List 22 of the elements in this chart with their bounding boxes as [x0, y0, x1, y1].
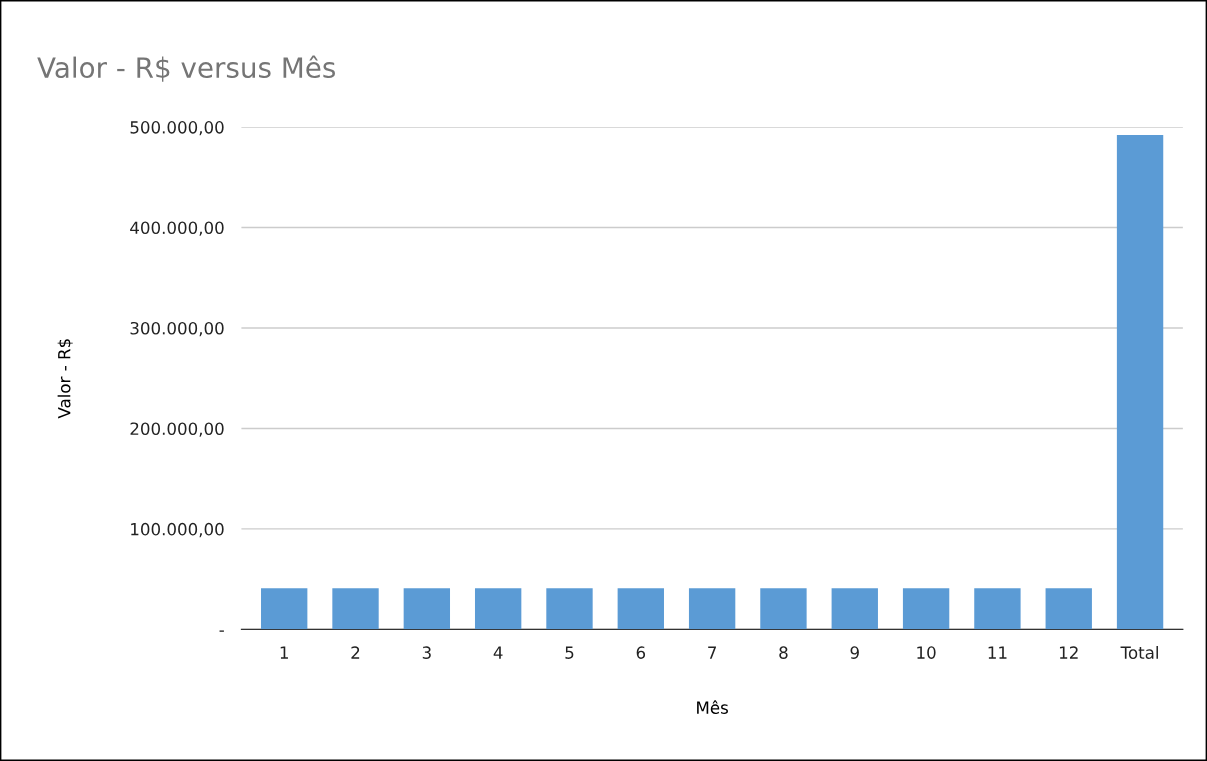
x-tick-label: 4 — [493, 646, 503, 659]
x-tick-label: 9 — [850, 646, 859, 659]
x-axis-title: Mês — [697, 700, 728, 714]
x-tick-label: 11 — [988, 646, 1007, 659]
x-tick-label: 12 — [1059, 646, 1078, 659]
y-tick-label: 200.000,00 — [130, 422, 224, 437]
x-tick-label: 5 — [565, 646, 574, 659]
chart-title: Valor - R$ versus Mês — [37, 55, 335, 82]
x-tick-label: 8 — [779, 646, 788, 659]
y-tick-label: 500.000,00 — [130, 121, 224, 136]
x-tick-label: 1 — [280, 646, 288, 659]
y-tick-label: 100.000,00 — [131, 522, 224, 538]
y-tick-label: 400.000,00 — [130, 221, 224, 236]
y-tick-label: 300.000,00 — [130, 321, 224, 337]
x-tick-label: 2 — [351, 646, 360, 659]
x-tick-label: 6 — [636, 646, 646, 659]
y-tick-label: - — [219, 630, 224, 632]
y-axis-title: Valor - R$ — [57, 339, 73, 419]
x-tick-label: Total — [1120, 646, 1158, 659]
x-tick-label: 3 — [422, 646, 431, 659]
x-tick-label: 10 — [917, 646, 936, 659]
x-tick-label: 7 — [708, 646, 717, 659]
